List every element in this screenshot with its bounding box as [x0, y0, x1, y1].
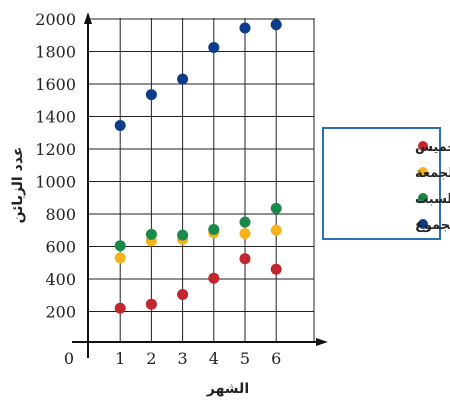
data-point [145, 228, 157, 240]
data-point [114, 119, 126, 131]
legend-label: الجمعة [415, 166, 450, 181]
legend-label: الخميس [415, 140, 450, 155]
x-tick-label: 5 [240, 349, 250, 368]
data-point [177, 229, 189, 241]
y-tick-label: 2000 [35, 10, 76, 29]
axes [72, 12, 328, 358]
y-tick-label: 800 [45, 205, 76, 224]
y-axis-label: عدد الزبائن [10, 147, 26, 224]
legend-label: المجموع [415, 218, 450, 233]
legend-marker [418, 167, 428, 177]
x-tick-label: 2 [146, 349, 156, 368]
legend-marker [418, 219, 428, 229]
data-point [239, 253, 251, 265]
tick-labels: 200 400 600 800 1000 1200 1400 1600 1800 2000 1 2 3 4… [35, 10, 281, 368]
y-tick-label: 400 [45, 270, 76, 289]
y-tick-label: 1800 [35, 43, 76, 62]
data-point [208, 272, 220, 284]
x-axis-label: الشهر [206, 381, 249, 397]
data-points [114, 19, 282, 314]
data-point [239, 228, 251, 239]
data-point [177, 288, 189, 300]
data-point [208, 223, 220, 235]
data-point [114, 302, 126, 314]
x-tick-label: 4 [209, 349, 219, 368]
data-point [270, 19, 282, 31]
y-tick-label: 1200 [35, 140, 76, 159]
grid [88, 18, 315, 342]
origin-label: 0 [64, 349, 74, 368]
data-point [145, 298, 157, 310]
data-point [270, 202, 282, 214]
data-point [239, 216, 251, 228]
data-point [145, 89, 157, 101]
x-tick-label: 1 [115, 349, 125, 368]
data-point [177, 73, 189, 85]
data-point [114, 252, 126, 264]
y-tick-label: 200 [45, 303, 76, 322]
legend-marker [418, 141, 428, 151]
data-point [239, 22, 251, 34]
y-tick-label: 1600 [35, 75, 76, 94]
legend-marker [418, 193, 428, 203]
y-tick-label: 1000 [35, 173, 76, 192]
y-axis-arrow [84, 12, 92, 24]
y-tick-label: 600 [45, 238, 76, 257]
y-tick-label: 1400 [35, 108, 76, 127]
x-tick-label: 3 [178, 349, 188, 368]
data-point [208, 41, 220, 53]
x-tick-label: 6 [271, 349, 281, 368]
x-axis-arrow [316, 338, 328, 346]
data-point [114, 240, 126, 252]
data-point [270, 263, 282, 275]
legend: الخميس الجمعة السبت المجموع [322, 127, 450, 240]
data-point [270, 224, 282, 236]
legend-label: السبت [415, 192, 450, 207]
